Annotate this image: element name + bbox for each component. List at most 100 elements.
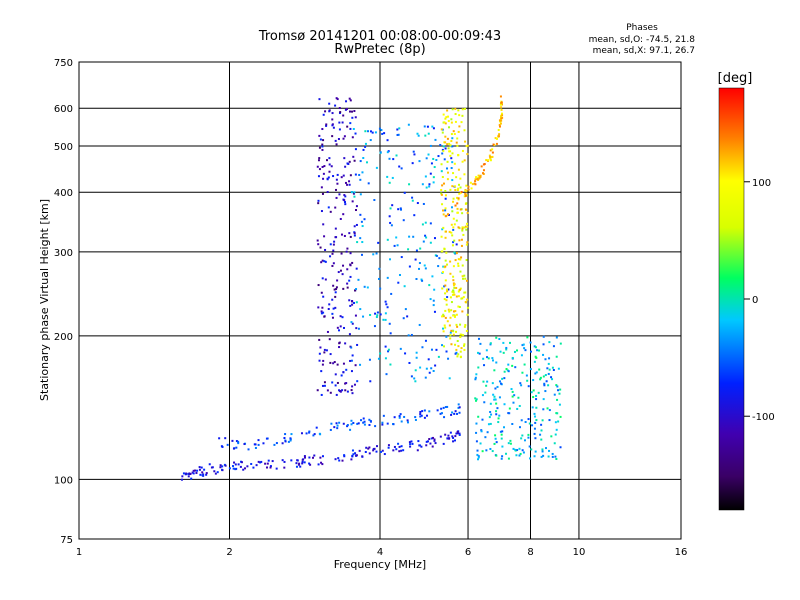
data-point [459,333,462,336]
data-point [324,248,327,251]
data-point [449,331,452,334]
data-point [491,156,494,159]
data-point [426,125,429,128]
data-point [458,433,461,436]
data-point [335,97,338,100]
data-point [522,451,525,454]
data-point [398,415,401,418]
data-point [246,465,249,468]
data-point [520,354,523,357]
data-point [342,137,345,140]
data-point [349,99,352,102]
data-point [382,414,385,417]
data-point [335,236,338,239]
data-point [329,255,332,258]
data-point [444,194,447,197]
data-point [513,394,516,397]
data-point [320,461,323,464]
data-point [208,463,211,466]
y-tick-label: 750 [54,58,73,69]
data-point [441,344,444,347]
data-point [442,182,445,185]
data-point [396,133,399,136]
data-point [452,314,455,317]
data-point [539,378,542,381]
data-point [541,450,544,453]
data-point [539,376,542,379]
data-point [442,145,445,148]
data-point [313,454,316,457]
data-point [364,145,367,148]
data-point [338,128,341,131]
colorbar-tick-label: 100 [752,178,771,189]
data-point [335,188,338,191]
data-point [355,327,358,330]
data-point [331,298,334,301]
data-point [494,437,497,440]
data-point [491,151,494,154]
data-point [254,446,257,449]
data-point [367,447,370,450]
data-point [498,338,501,341]
data-point [415,277,418,280]
data-point [477,415,480,418]
data-point [284,440,287,443]
data-point [444,433,447,436]
data-point [411,199,414,202]
data-point [411,162,414,165]
data-point [417,134,420,137]
data-point [447,147,450,150]
data-point [482,163,485,166]
data-point [334,139,337,142]
data-point [465,184,468,187]
data-point [511,395,514,398]
data-point [322,223,325,226]
data-point [455,286,458,289]
data-point [531,406,534,409]
data-point [456,430,459,433]
data-point [345,100,348,103]
data-point [497,421,500,424]
y-tick-label: 400 [54,188,73,199]
data-point [352,155,355,158]
data-point [350,423,353,426]
data-point [318,352,321,355]
data-point [335,143,338,146]
data-point [398,127,401,130]
data-point [244,467,247,470]
data-point [518,447,521,450]
data-point [414,418,417,421]
data-point [321,148,324,151]
data-point [451,234,454,237]
data-point [345,368,348,371]
data-point [346,162,349,165]
data-point [425,440,428,443]
data-point [511,422,514,425]
data-point [320,370,323,373]
data-point [445,288,448,291]
data-point [429,222,432,225]
data-point [556,412,559,415]
data-point [457,183,460,186]
data-point [332,307,335,310]
data-point [336,173,339,176]
data-point [559,342,562,345]
data-point [548,368,551,371]
data-point [433,288,436,291]
data-point [283,437,286,440]
data-point [452,217,455,220]
data-point [336,427,339,430]
data-point [470,187,473,190]
data-point [535,398,538,401]
data-point [537,391,540,394]
data-point [475,398,478,401]
data-point [482,380,485,383]
data-point [403,285,406,288]
data-point [479,176,482,179]
x-tick-label: 8 [527,547,533,558]
data-point [354,314,357,317]
data-point [359,237,362,240]
data-point [459,270,462,273]
data-point [342,264,345,267]
data-point [444,141,447,144]
